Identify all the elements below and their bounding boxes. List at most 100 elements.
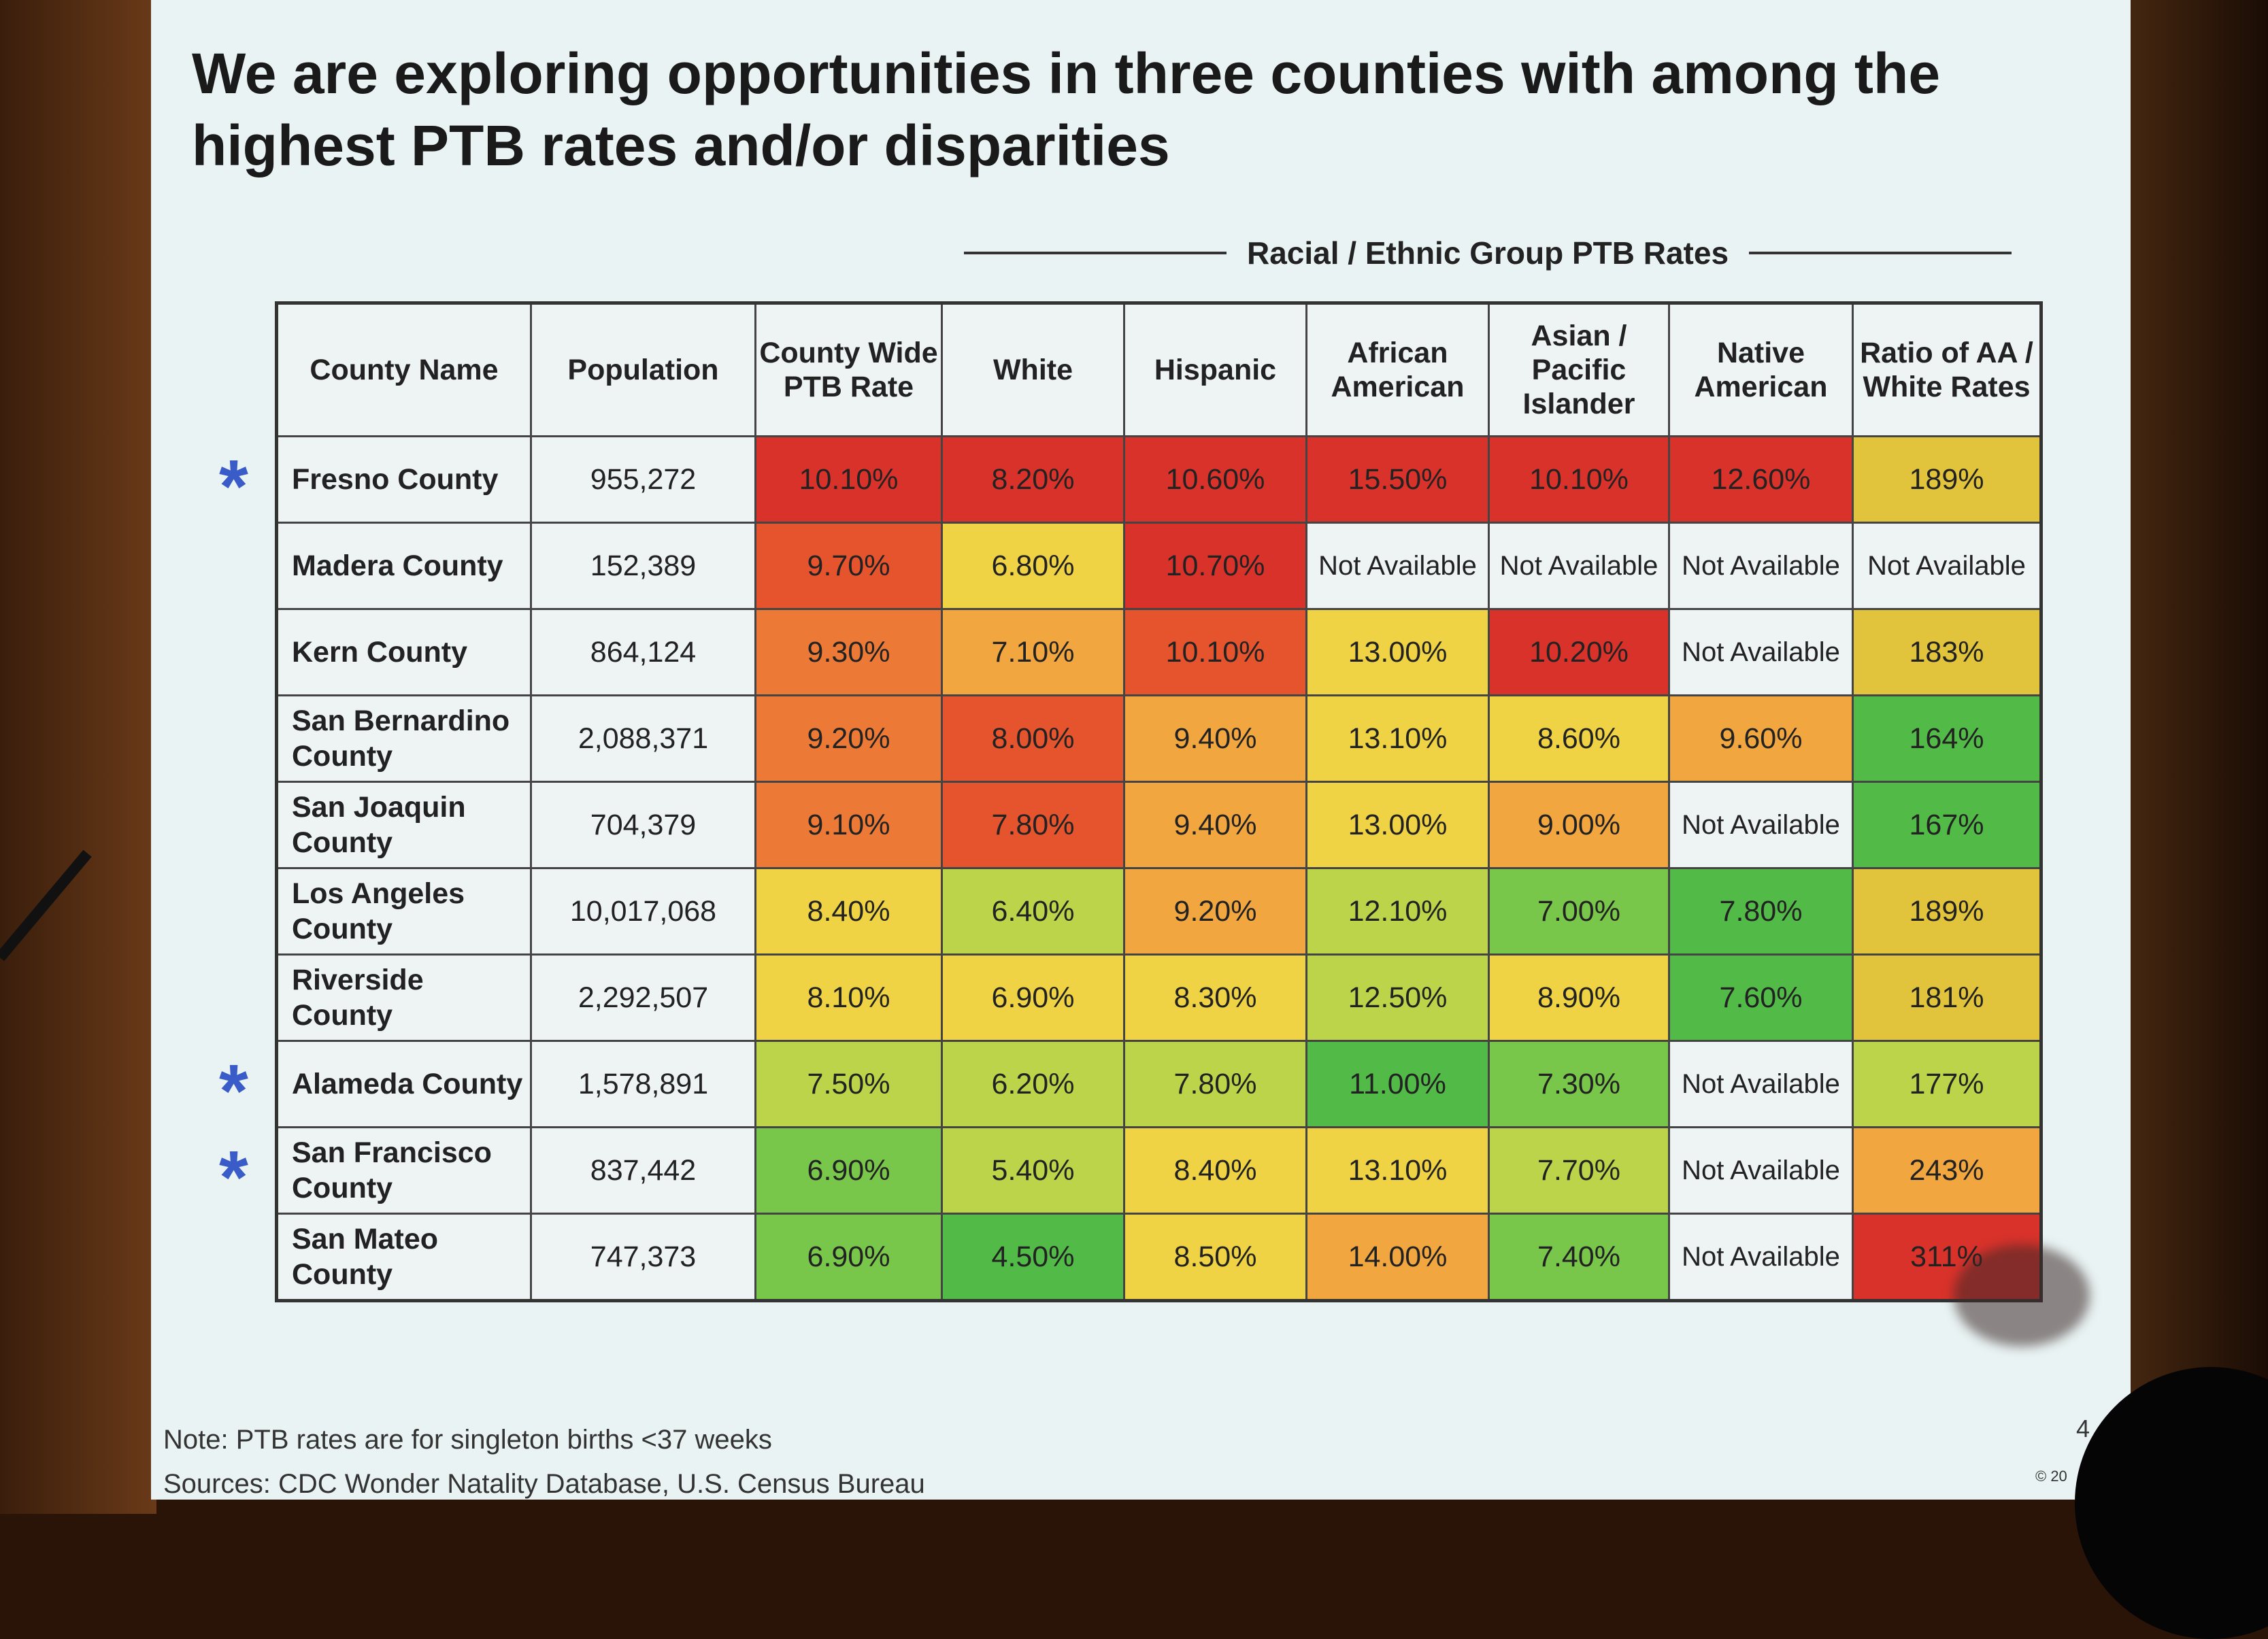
rate-cell: 7.80% [1123, 1040, 1307, 1128]
group-header: Racial / Ethnic Group PTB Rates [964, 235, 2012, 271]
rate-cell: 8.50% [1123, 1213, 1307, 1302]
rate-cell: 189% [1852, 867, 2042, 956]
rate-cell: Not Available [1668, 1213, 1854, 1302]
column-header: Asian / Pacific Islander [1488, 302, 1670, 437]
table-row: Madera County 152,389 9.70% 6.80% 10.70% Not … [276, 522, 2042, 610]
page-number: 4 [2076, 1415, 2090, 1442]
rate-cell: 9.40% [1123, 781, 1307, 869]
rate-cell: 6.90% [941, 953, 1125, 1042]
asterisk-marker: * [219, 445, 248, 528]
table-row: San Joaquin County 704,379 9.10% 7.80% 9.40%… [276, 781, 2042, 869]
table-row: Riverside County 2,292,507 8.10% 6.90% 8.30%… [276, 953, 2042, 1042]
population: 955,272 [530, 435, 756, 524]
population: 2,088,371 [530, 694, 756, 783]
rate-cell: 15.50% [1305, 435, 1490, 524]
rate-cell: 6.90% [754, 1213, 943, 1302]
ptb-rates-table: County Name Population County Wide PTB Rat… [275, 301, 2043, 1302]
rate-cell: 13.00% [1305, 608, 1490, 696]
table-row: San Francisco County 837,442 6.90% 5.40% 8.4… [276, 1126, 2042, 1215]
population: 747,373 [530, 1213, 756, 1302]
rate-cell: 9.70% [754, 522, 943, 610]
county-name: San Joaquin County [276, 781, 532, 869]
column-header: Native American [1668, 302, 1854, 437]
rate-cell: 10.20% [1488, 608, 1670, 696]
rate-cell: 12.10% [1305, 867, 1490, 956]
rate-cell: 7.50% [754, 1040, 943, 1128]
copyright: © 20 [2035, 1468, 2067, 1485]
rate-cell: 8.60% [1488, 694, 1670, 783]
room-wall-left [0, 0, 156, 1514]
rate-cell: 167% [1852, 781, 2042, 869]
rate-cell: 243% [1852, 1126, 2042, 1215]
rate-cell: 6.40% [941, 867, 1125, 956]
rate-cell: 9.00% [1488, 781, 1670, 869]
column-header: African American [1305, 302, 1490, 437]
rate-cell: 10.60% [1123, 435, 1307, 524]
rate-cell: 8.00% [941, 694, 1125, 783]
column-header: County Name [276, 302, 532, 437]
rate-cell: 8.10% [754, 953, 943, 1042]
rate-cell: 14.00% [1305, 1213, 1490, 1302]
rate-cell: 8.90% [1488, 953, 1670, 1042]
county-name: Madera County [276, 522, 532, 610]
rate-cell: 4.50% [941, 1213, 1125, 1302]
column-header: Hispanic [1123, 302, 1307, 437]
rate-cell: Not Available [1852, 522, 2042, 610]
table-row: Fresno County 955,272 10.10% 8.20% 10.60% 15.… [276, 435, 2042, 524]
table-row: Los Angeles County 10,017,068 8.40% 6.40% 9.… [276, 867, 2042, 956]
population: 837,442 [530, 1126, 756, 1215]
rate-cell: 10.10% [1488, 435, 1670, 524]
rate-cell: 9.60% [1668, 694, 1854, 783]
table-row: Alameda County 1,578,891 7.50% 6.20% 7.80% 11… [276, 1040, 2042, 1128]
rate-cell: 8.40% [754, 867, 943, 956]
rate-cell: 6.90% [754, 1126, 943, 1215]
rate-cell: 9.20% [754, 694, 943, 783]
rate-cell: 7.60% [1668, 953, 1854, 1042]
county-name: Riverside County [276, 953, 532, 1042]
rate-cell: Not Available [1668, 1040, 1854, 1128]
rate-cell: 9.10% [754, 781, 943, 869]
divider [964, 252, 1227, 254]
rate-cell: 13.10% [1305, 1126, 1490, 1215]
county-name: Los Angeles County [276, 867, 532, 956]
population: 704,379 [530, 781, 756, 869]
asterisk-marker: * [219, 1049, 248, 1133]
county-name: San Bernardino County [276, 694, 532, 783]
county-name: Kern County [276, 608, 532, 696]
header-row: County Name Population County Wide PTB Rat… [276, 302, 2042, 437]
rate-cell: 8.20% [941, 435, 1125, 524]
column-header: Population [530, 302, 756, 437]
rate-cell: 7.70% [1488, 1126, 1670, 1215]
rate-cell: 7.10% [941, 608, 1125, 696]
column-header: White [941, 302, 1125, 437]
rate-cell: 9.40% [1123, 694, 1307, 783]
room-wall-right [2112, 0, 2268, 1514]
rate-cell: 6.20% [941, 1040, 1125, 1128]
rate-cell: 7.40% [1488, 1213, 1670, 1302]
rate-cell: Not Available [1488, 522, 1670, 610]
rate-cell: 7.00% [1488, 867, 1670, 956]
rate-cell: 5.40% [941, 1126, 1125, 1215]
rate-cell: 7.30% [1488, 1040, 1670, 1128]
rate-cell: Not Available [1668, 522, 1854, 610]
rate-cell: 10.70% [1123, 522, 1307, 610]
projected-slide: We are exploring opportunities in three … [151, 0, 2131, 1500]
rate-cell: 8.40% [1123, 1126, 1307, 1215]
slide-title: We are exploring opportunities in three … [192, 41, 1941, 178]
table-row: San Mateo County 747,373 6.90% 4.50% 8.50% 14… [276, 1213, 2042, 1302]
rate-cell: 12.60% [1668, 435, 1854, 524]
rate-cell: 6.80% [941, 522, 1125, 610]
population: 2,292,507 [530, 953, 756, 1042]
county-name: San Mateo County [276, 1213, 532, 1302]
rate-cell: 10.10% [1123, 608, 1307, 696]
rate-cell: 7.80% [1668, 867, 1854, 956]
screen-stain [1954, 1245, 2090, 1347]
rate-cell: 13.00% [1305, 781, 1490, 869]
column-header: County Wide PTB Rate [754, 302, 943, 437]
table-row: Kern County 864,124 9.30% 7.10% 10.10% 13.00%… [276, 608, 2042, 696]
rate-cell: Not Available [1668, 1126, 1854, 1215]
divider [1749, 252, 2012, 254]
rate-cell: 13.10% [1305, 694, 1490, 783]
rate-cell: 11.00% [1305, 1040, 1490, 1128]
footnote: Note: PTB rates are for singleton births… [163, 1425, 772, 1455]
